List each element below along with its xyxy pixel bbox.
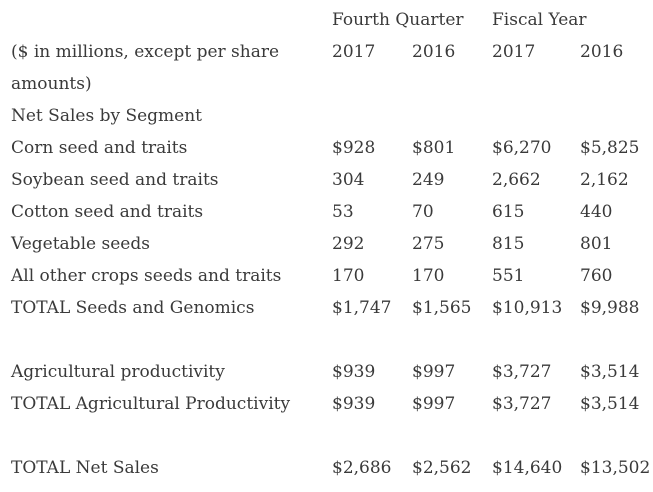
row-label: TOTAL Seeds and Genomics — [11, 298, 255, 318]
cell-q4-2017: $939 — [332, 362, 376, 382]
cell-fy-2017: 815 — [492, 234, 525, 254]
cell-q4-2017: $939 — [332, 394, 376, 414]
cell-q4-2016: $2,562 — [412, 458, 472, 478]
cell-q4-2016: 249 — [412, 170, 445, 190]
section-title-row: Net Sales by Segment — [0, 100, 653, 132]
cell-q4-2017: $1,747 — [332, 298, 392, 318]
row-label: Soybean seed and traits — [11, 170, 219, 190]
cell-fy-2016: 801 — [580, 234, 613, 254]
cell-fy-2016: $5,825 — [580, 138, 640, 158]
cell-fy-2017: $3,727 — [492, 394, 552, 414]
cell-q4-2017: 53 — [332, 202, 354, 222]
year-q4-2016: 2016 — [412, 42, 456, 62]
row-label: TOTAL Net Sales — [11, 458, 159, 478]
units-note-line2: amounts) — [11, 74, 92, 94]
group-header-row: Fourth Quarter Fiscal Year — [0, 4, 653, 36]
cell-fy-2017: 2,662 — [492, 170, 541, 190]
table-row: Corn seed and traits $928 $801 $6,270 $5… — [0, 132, 653, 164]
cell-q4-2017: $928 — [332, 138, 376, 158]
year-header-row: ($ in millions, except per share 2017 20… — [0, 36, 653, 68]
cell-fy-2016: $3,514 — [580, 394, 640, 414]
cell-fy-2017: $10,913 — [492, 298, 563, 318]
cell-fy-2016: 440 — [580, 202, 613, 222]
table-row: Soybean seed and traits 304 249 2,662 2,… — [0, 164, 653, 196]
year-fy-2016: 2016 — [580, 42, 624, 62]
table-row-total: TOTAL Agricultural Productivity $939 $99… — [0, 388, 653, 420]
table-row-grand-total: TOTAL Net Sales $2,686 $2,562 $14,640 $1… — [0, 452, 653, 484]
units-note-line1: ($ in millions, except per share — [11, 42, 280, 62]
cell-q4-2016: $997 — [412, 394, 456, 414]
cell-fy-2016: $9,988 — [580, 298, 640, 318]
cell-fy-2016: $3,514 — [580, 362, 640, 382]
row-label: Agricultural productivity — [11, 362, 225, 382]
cell-q4-2017: 170 — [332, 266, 365, 286]
cell-q4-2016: $1,565 — [412, 298, 472, 318]
cell-fy-2016: 2,162 — [580, 170, 629, 190]
year-fy-2017: 2017 — [492, 42, 536, 62]
table-row: All other crops seeds and traits 170 170… — [0, 260, 653, 292]
row-label: All other crops seeds and traits — [11, 266, 282, 286]
row-label: Vegetable seeds — [11, 234, 150, 254]
cell-q4-2016: 275 — [412, 234, 445, 254]
cell-fy-2017: $6,270 — [492, 138, 552, 158]
year-q4-2017: 2017 — [332, 42, 376, 62]
table-row: Cotton seed and traits 53 70 615 440 — [0, 196, 653, 228]
row-label: TOTAL Agricultural Productivity — [11, 394, 291, 414]
row-label: Corn seed and traits — [11, 138, 188, 158]
section-title: Net Sales by Segment — [11, 106, 203, 126]
cell-fy-2016: $13,502 — [580, 458, 651, 478]
cell-fy-2017: $3,727 — [492, 362, 552, 382]
group-header-fourth-quarter: Fourth Quarter — [332, 10, 464, 30]
row-label: Cotton seed and traits — [11, 202, 204, 222]
table-row-total: TOTAL Seeds and Genomics $1,747 $1,565 $… — [0, 292, 653, 324]
cell-fy-2017: 551 — [492, 266, 525, 286]
cell-q4-2016: 170 — [412, 266, 445, 286]
cell-q4-2016: 70 — [412, 202, 434, 222]
group-header-fiscal-year: Fiscal Year — [492, 10, 587, 30]
cell-q4-2017: $2,686 — [332, 458, 392, 478]
units-note-row: amounts) — [0, 68, 653, 100]
cell-q4-2016: $801 — [412, 138, 456, 158]
cell-fy-2016: 760 — [580, 266, 613, 286]
cell-q4-2017: 292 — [332, 234, 365, 254]
cell-q4-2017: 304 — [332, 170, 365, 190]
cell-fy-2017: 615 — [492, 202, 525, 222]
table-row: Agricultural productivity $939 $997 $3,7… — [0, 356, 653, 388]
cell-fy-2017: $14,640 — [492, 458, 563, 478]
cell-q4-2016: $997 — [412, 362, 456, 382]
table-row: Vegetable seeds 292 275 815 801 — [0, 228, 653, 260]
